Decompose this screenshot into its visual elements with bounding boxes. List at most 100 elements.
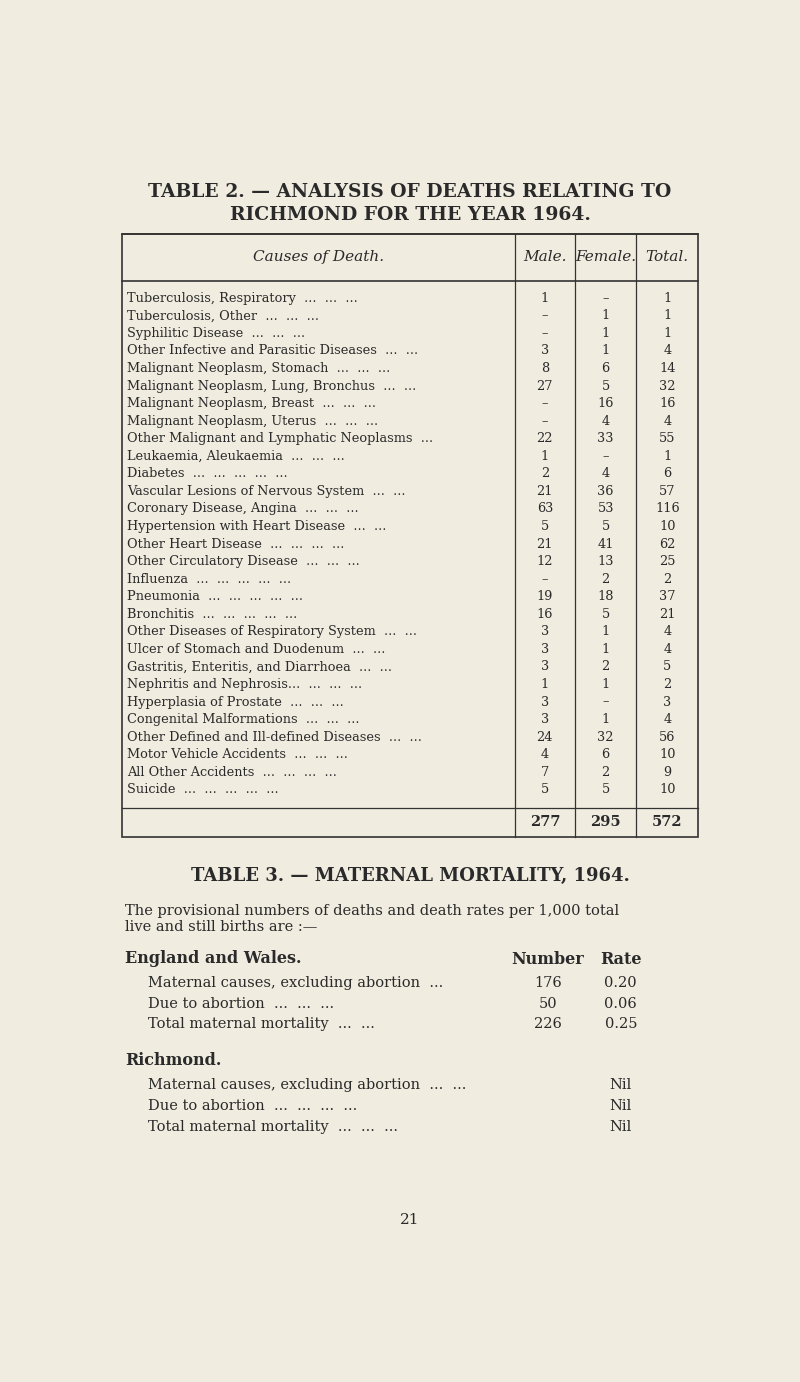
Text: Other Heart Disease  ...  ...  ...  ...: Other Heart Disease ... ... ... ... <box>127 538 345 550</box>
Text: Malignant Neoplasm, Breast  ...  ...  ...: Malignant Neoplasm, Breast ... ... ... <box>127 397 376 410</box>
Text: 1: 1 <box>602 679 610 691</box>
Text: 41: 41 <box>598 538 614 550</box>
Text: 2: 2 <box>602 766 610 779</box>
Text: Due to abortion  ...  ...  ...: Due to abortion ... ... ... <box>148 996 334 1010</box>
Text: 21: 21 <box>537 538 553 550</box>
Text: RICHMOND FOR THE YEAR 1964.: RICHMOND FOR THE YEAR 1964. <box>230 206 590 224</box>
Text: 13: 13 <box>598 556 614 568</box>
Text: 1: 1 <box>602 713 610 726</box>
Text: 16: 16 <box>659 397 675 410</box>
Text: 21: 21 <box>400 1213 420 1227</box>
Text: 2: 2 <box>663 679 671 691</box>
Text: Other Defined and Ill-defined Diseases  ...  ...: Other Defined and Ill-defined Diseases .… <box>127 731 422 744</box>
Text: 63: 63 <box>537 503 553 515</box>
Text: Suicide  ...  ...  ...  ...  ...: Suicide ... ... ... ... ... <box>127 784 278 796</box>
Text: 5: 5 <box>602 784 610 796</box>
Text: 3: 3 <box>663 695 671 709</box>
Text: Ulcer of Stomach and Duodenum  ...  ...: Ulcer of Stomach and Duodenum ... ... <box>127 643 386 656</box>
Text: Tuberculosis, Other  ...  ...  ...: Tuberculosis, Other ... ... ... <box>127 310 319 322</box>
Text: 5: 5 <box>602 520 610 533</box>
Text: Other Infective and Parasitic Diseases  ...  ...: Other Infective and Parasitic Diseases .… <box>127 344 418 358</box>
Text: 277: 277 <box>530 815 560 829</box>
Text: 55: 55 <box>659 433 675 445</box>
Text: Rate: Rate <box>600 951 642 969</box>
Text: 37: 37 <box>659 590 675 603</box>
Text: 36: 36 <box>598 485 614 498</box>
Text: 572: 572 <box>652 815 682 829</box>
Text: –: – <box>602 449 609 463</box>
Text: 10: 10 <box>659 748 675 761</box>
Text: 33: 33 <box>598 433 614 445</box>
Text: Coronary Disease, Angina  ...  ...  ...: Coronary Disease, Angina ... ... ... <box>127 503 358 515</box>
Text: 62: 62 <box>659 538 675 550</box>
Text: Male.: Male. <box>523 250 566 264</box>
Text: 2: 2 <box>602 572 610 586</box>
Text: 16: 16 <box>537 608 553 621</box>
Text: Other Circulatory Disease  ...  ...  ...: Other Circulatory Disease ... ... ... <box>127 556 360 568</box>
Text: Number: Number <box>511 951 584 969</box>
Text: 50: 50 <box>538 996 558 1010</box>
Text: 16: 16 <box>598 397 614 410</box>
Text: Total.: Total. <box>646 250 689 264</box>
Text: Diabetes  ...  ...  ...  ...  ...: Diabetes ... ... ... ... ... <box>127 467 288 481</box>
Text: 10: 10 <box>659 784 675 796</box>
Text: 0.06: 0.06 <box>605 996 637 1010</box>
Text: 4: 4 <box>602 467 610 481</box>
Text: Nil: Nil <box>610 1078 632 1092</box>
Text: –: – <box>542 310 548 322</box>
Text: Leukaemia, Aleukaemia  ...  ...  ...: Leukaemia, Aleukaemia ... ... ... <box>127 449 345 463</box>
Text: The provisional numbers of deaths and death rates per 1,000 total: The provisional numbers of deaths and de… <box>125 904 619 918</box>
Text: 4: 4 <box>663 713 671 726</box>
Text: 5: 5 <box>541 520 549 533</box>
Text: 10: 10 <box>659 520 675 533</box>
Text: 24: 24 <box>537 731 553 744</box>
Text: 25: 25 <box>659 556 675 568</box>
Text: Malignant Neoplasm, Lung, Bronchus  ...  ...: Malignant Neoplasm, Lung, Bronchus ... .… <box>127 380 416 392</box>
Text: 3: 3 <box>541 713 549 726</box>
Text: 32: 32 <box>659 380 675 392</box>
Text: 4: 4 <box>663 625 671 638</box>
Text: 4: 4 <box>602 415 610 427</box>
Text: 1: 1 <box>541 292 549 305</box>
Text: Nil: Nil <box>610 1119 632 1133</box>
Text: 5: 5 <box>663 661 671 673</box>
Text: 22: 22 <box>537 433 553 445</box>
Text: 14: 14 <box>659 362 675 375</box>
Text: 6: 6 <box>602 362 610 375</box>
Text: 2: 2 <box>541 467 549 481</box>
Text: 0.20: 0.20 <box>605 976 637 990</box>
Text: 3: 3 <box>541 344 549 358</box>
Text: Nil: Nil <box>610 1099 632 1113</box>
Text: 2: 2 <box>602 661 610 673</box>
Text: 1: 1 <box>602 310 610 322</box>
Text: Maternal causes, excluding abortion  ...  ...: Maternal causes, excluding abortion ... … <box>148 1078 466 1092</box>
Text: 3: 3 <box>541 625 549 638</box>
Text: 1: 1 <box>663 310 671 322</box>
Text: Tuberculosis, Respiratory  ...  ...  ...: Tuberculosis, Respiratory ... ... ... <box>127 292 358 305</box>
Text: Gastritis, Enteritis, and Diarrhoea  ...  ...: Gastritis, Enteritis, and Diarrhoea ... … <box>127 661 392 673</box>
Text: Pneumonia  ...  ...  ...  ...  ...: Pneumonia ... ... ... ... ... <box>127 590 303 603</box>
Text: 6: 6 <box>602 748 610 761</box>
Text: 1: 1 <box>663 449 671 463</box>
Text: 57: 57 <box>659 485 675 498</box>
Text: Syphilitic Disease  ...  ...  ...: Syphilitic Disease ... ... ... <box>127 328 306 340</box>
Text: Due to abortion  ...  ...  ...  ...: Due to abortion ... ... ... ... <box>148 1099 358 1113</box>
Text: 226: 226 <box>534 1017 562 1031</box>
Text: 21: 21 <box>537 485 553 498</box>
Text: 3: 3 <box>541 695 549 709</box>
Text: 56: 56 <box>659 731 675 744</box>
Text: 6: 6 <box>663 467 671 481</box>
Text: All Other Accidents  ...  ...  ...  ...: All Other Accidents ... ... ... ... <box>127 766 337 779</box>
Text: Richmond.: Richmond. <box>125 1052 221 1070</box>
Text: 1: 1 <box>663 328 671 340</box>
Text: 7: 7 <box>541 766 549 779</box>
Text: 53: 53 <box>598 503 614 515</box>
Text: 1: 1 <box>663 292 671 305</box>
Text: 4: 4 <box>663 643 671 656</box>
Text: 3: 3 <box>541 661 549 673</box>
Text: 116: 116 <box>655 503 680 515</box>
Text: 1: 1 <box>602 328 610 340</box>
Text: Female.: Female. <box>575 250 636 264</box>
Text: TABLE 3. — MATERNAL MORTALITY, 1964.: TABLE 3. — MATERNAL MORTALITY, 1964. <box>190 867 630 884</box>
Text: 1: 1 <box>602 643 610 656</box>
